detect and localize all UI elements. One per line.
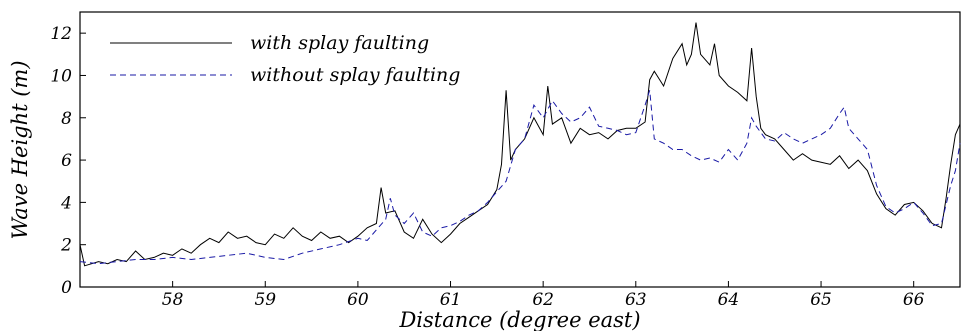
x-tick-label: 60: [347, 290, 369, 310]
y-axis-title: Wave Height (m): [8, 60, 32, 239]
x-tick-label: 65: [810, 290, 832, 310]
plot-frame: [79, 11, 961, 288]
legend-label-with-splay-faulting: with splay faulting: [250, 32, 429, 54]
y-tick-label: 10: [50, 66, 72, 86]
y-tick-label: 12: [50, 24, 72, 44]
series-line-without-splay-faulting: [79, 90, 961, 265]
y-tick-label: 2: [60, 236, 72, 256]
y-tick-label: 4: [60, 193, 72, 213]
x-axis-title: Distance (degree east): [398, 308, 640, 331]
x-tick-label: 59: [254, 290, 276, 310]
x-axis: 58 59 60 61 62 63 64 65 66: [162, 281, 925, 310]
y-axis: 0 2 4 6 8 10 12: [50, 24, 86, 298]
y-tick-label: 8: [61, 109, 72, 129]
y-tick-label: 6: [61, 151, 72, 171]
y-tick-label: 0: [61, 278, 72, 298]
x-tick-label: 58: [162, 290, 184, 310]
x-tick-label: 62: [532, 290, 554, 310]
series-line-with-splay-faulting: [79, 22, 961, 267]
legend: with splay faulting without splay faulti…: [110, 32, 460, 86]
x-tick-label: 66: [903, 290, 925, 310]
x-tick-label: 63: [625, 290, 647, 310]
x-tick-label: 61: [440, 290, 462, 310]
legend-label-without-splay-faulting: without splay faulting: [250, 64, 460, 86]
x-tick-label: 64: [718, 290, 740, 310]
